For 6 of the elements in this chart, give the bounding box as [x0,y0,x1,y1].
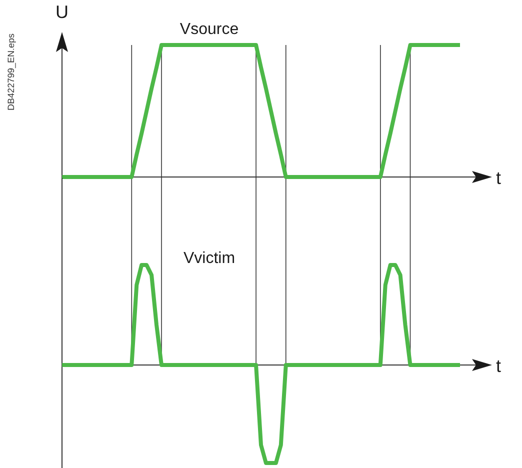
text: DB422799_EN.eps [6,32,16,111]
y-axis-title: U [56,2,68,22]
x-axis-title: t [496,168,502,188]
text: Vvictim [183,250,236,267]
x-axis-title: t [496,356,502,376]
series-label: Vsource [180,21,239,38]
